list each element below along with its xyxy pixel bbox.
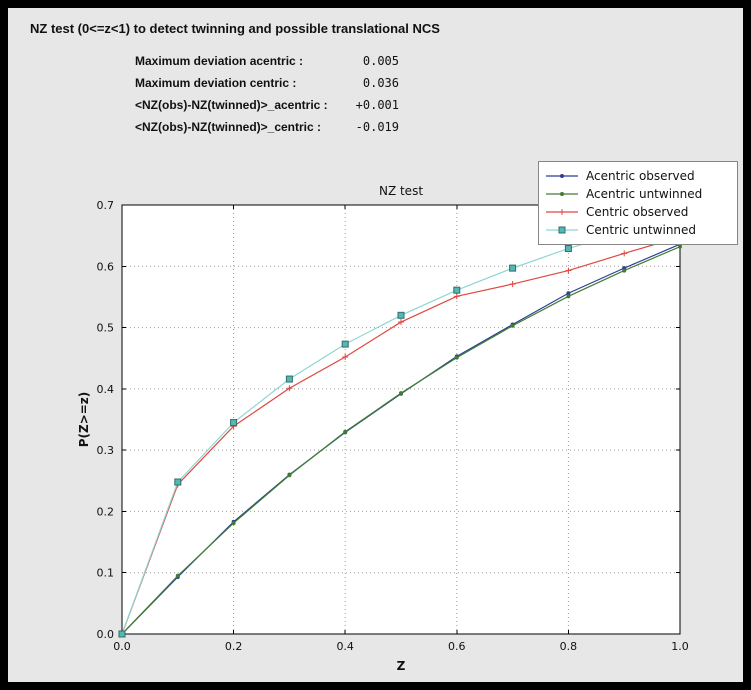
- legend-item-centric-untwinned: Centric untwinned: [545, 221, 733, 239]
- legend-label: Acentric observed: [586, 169, 695, 183]
- marker-dot: [287, 473, 292, 478]
- x-tick-label: 0.0: [113, 640, 131, 653]
- marker-dot: [566, 291, 571, 296]
- marker-square: [509, 264, 517, 272]
- y-tick-label: 0.3: [97, 444, 115, 457]
- marker-square: [564, 245, 572, 253]
- legend-item-acentric-untwinned: Acentric untwinned: [545, 185, 733, 203]
- marker-dot: [560, 174, 564, 178]
- stat-label: <NZ(obs)-NZ(twinned)>_centric :: [135, 120, 322, 134]
- stat-value: -0.019: [355, 120, 399, 134]
- legend-line-sample: [546, 226, 578, 234]
- legend-line-sample: [546, 209, 578, 215]
- y-tick-label: 0.1: [97, 567, 115, 580]
- stat-value: 0.005: [362, 54, 399, 68]
- y-tick-label: 0.0: [97, 628, 115, 641]
- legend-label: Centric observed: [586, 205, 689, 219]
- marker-dot: [510, 323, 515, 328]
- plot-area: [121, 204, 681, 635]
- y-tick-label: 0.5: [97, 322, 115, 335]
- page-title: NZ test (0<=z<1) to detect twinning and …: [30, 21, 440, 36]
- chart-canvas: 0.0 0.2 0.4 0.6 0.8 1.0 0.0 0.1 0.2 0.3 0.4 0.5 0.6 0…: [77, 184, 689, 673]
- stat-label: Maximum deviation acentric :: [135, 54, 304, 68]
- marker-square: [341, 340, 349, 348]
- marker-square: [174, 478, 182, 486]
- marker-square: [397, 311, 405, 319]
- legend-item-centric-observed: Centric observed: [545, 203, 733, 221]
- stat-row: <NZ(obs)-NZ(twinned)>_centric : -0.019: [135, 116, 399, 138]
- marker-dot: [399, 391, 403, 396]
- stat-row: Maximum deviation acentric : 0.005: [135, 50, 399, 72]
- y-tick-label: 0.2: [97, 505, 115, 518]
- stat-label: Maximum deviation centric :: [135, 76, 297, 90]
- marker-dot: [678, 244, 682, 249]
- chart-legend: Acentric observed Acentric untwinned Centr…: [538, 161, 738, 245]
- stat-value: +0.001: [355, 98, 399, 112]
- stat-label: <NZ(obs)-NZ(twinned)>_acentric :: [135, 98, 328, 112]
- marker-dot: [560, 192, 564, 196]
- stat-value: 0.036: [362, 76, 399, 90]
- y-tick-label: 0.6: [97, 260, 115, 273]
- stat-row: Maximum deviation centric : 0.036: [135, 72, 399, 94]
- legend-label: Acentric untwinned: [586, 187, 703, 201]
- x-tick-label: 0.4: [336, 640, 354, 653]
- marker-dot: [175, 573, 180, 578]
- legend-line-sample: [546, 192, 578, 196]
- marker-dot: [622, 268, 627, 273]
- marker-dot: [343, 429, 348, 434]
- app-window: NZ test (0<=z<1) to detect twinning and …: [8, 8, 743, 682]
- x-axis-label: Z: [397, 659, 406, 673]
- marker-dot: [454, 355, 459, 360]
- x-tick-label: 1.0: [671, 640, 689, 653]
- y-tick-label: 0.4: [97, 383, 115, 396]
- marker-dot: [231, 521, 236, 526]
- marker-dot: [566, 294, 571, 299]
- nz-test-chart: 0.0 0.2 0.4 0.6 0.8 1.0 0.0 0.1 0.2 0.3 0.4 0.5 0.6 0…: [8, 148, 743, 682]
- y-tick-label: 0.7: [97, 199, 115, 212]
- legend-item-acentric-observed: Acentric observed: [545, 167, 733, 185]
- marker-square: [285, 375, 293, 383]
- x-tick-label: 0.6: [448, 640, 466, 653]
- legend-line-sample: [546, 174, 578, 178]
- stats-block: Maximum deviation acentric : 0.005 Maxim…: [135, 50, 399, 138]
- marker-square: [558, 226, 566, 234]
- marker-square: [453, 286, 461, 294]
- legend-label: Centric untwinned: [586, 223, 697, 237]
- stat-row: <NZ(obs)-NZ(twinned)>_acentric : +0.001: [135, 94, 399, 116]
- marker-square: [230, 419, 238, 427]
- x-tick-label: 0.8: [560, 640, 578, 653]
- y-axis-label: P(Z>=z): [77, 392, 91, 448]
- marker-square: [118, 630, 126, 638]
- chart-title: NZ test: [379, 184, 423, 198]
- x-tick-label: 0.2: [225, 640, 243, 653]
